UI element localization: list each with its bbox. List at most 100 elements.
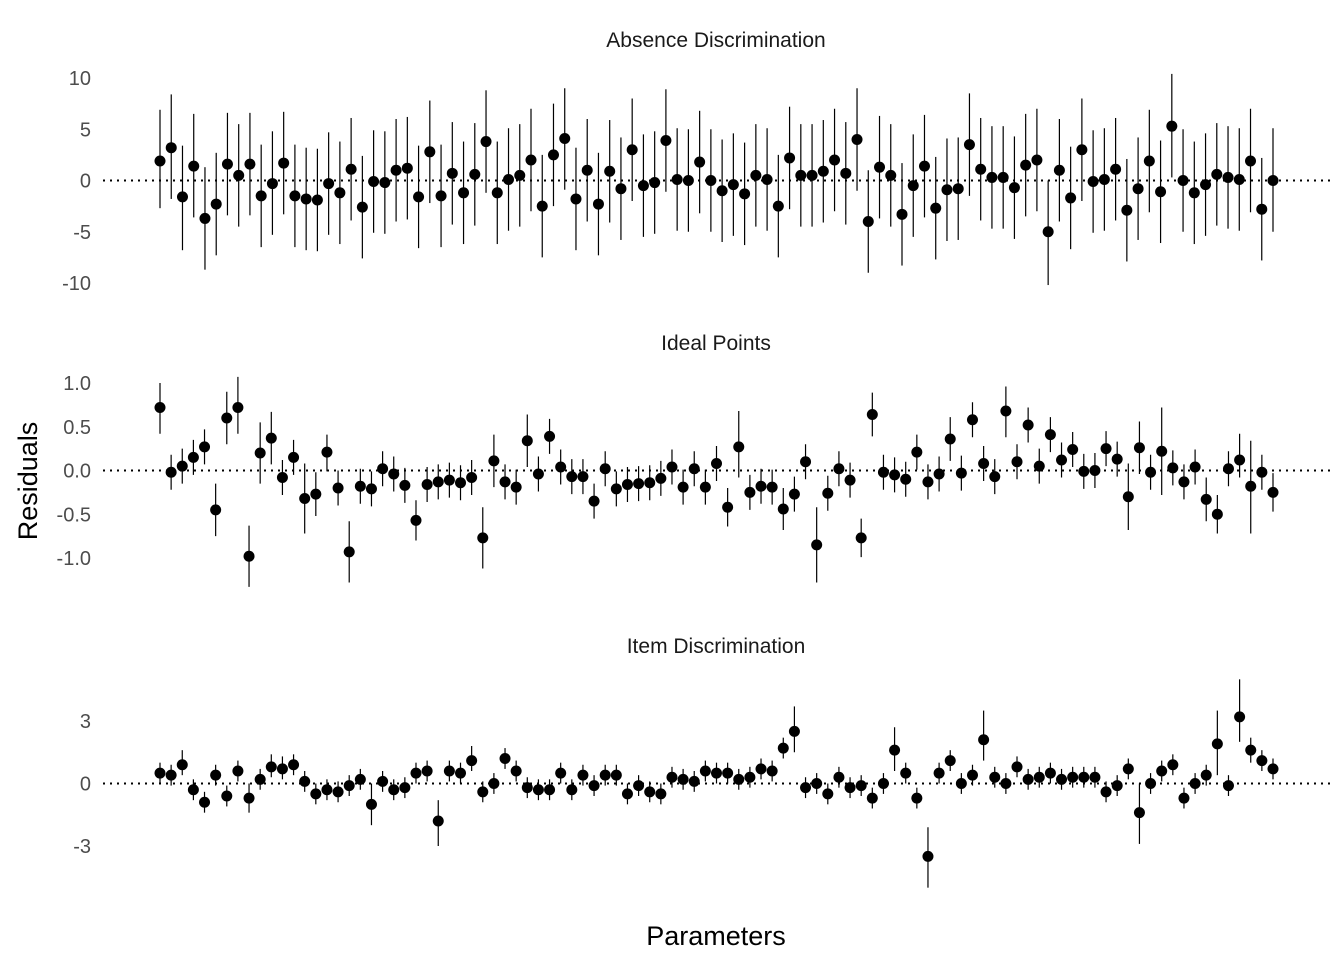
data-point — [1078, 771, 1090, 783]
data-point — [499, 476, 511, 488]
data-point — [399, 782, 411, 794]
data-point — [844, 782, 856, 794]
data-point — [243, 550, 255, 562]
data-point — [866, 792, 878, 804]
data-point — [966, 414, 978, 426]
data-point — [930, 202, 942, 214]
data-point — [1211, 168, 1223, 180]
data-point — [154, 767, 166, 779]
data-point — [682, 175, 694, 186]
data-point — [1067, 444, 1079, 455]
data-point — [276, 763, 288, 775]
data-point — [1089, 465, 1101, 476]
data-point — [555, 461, 567, 473]
data-point — [644, 477, 656, 489]
data-point — [1000, 778, 1012, 789]
data-point — [1011, 761, 1023, 773]
data-point — [1234, 711, 1246, 723]
data-point — [345, 163, 357, 175]
data-point — [722, 501, 734, 513]
data-point — [907, 180, 919, 192]
data-point — [1256, 466, 1268, 478]
data-point — [232, 402, 244, 413]
data-point — [1256, 755, 1268, 767]
data-point — [733, 441, 745, 453]
data-point — [1022, 419, 1034, 431]
data-point — [1167, 759, 1179, 771]
y-axis-title: Residuals — [13, 422, 43, 541]
data-point — [1044, 767, 1056, 779]
data-point — [621, 788, 633, 800]
data-point — [232, 765, 244, 777]
data-point — [199, 441, 211, 453]
data-point — [588, 495, 600, 507]
data-point — [739, 188, 751, 200]
data-point — [1245, 480, 1257, 492]
y-tick-label: 0.5 — [63, 417, 91, 439]
data-point — [1156, 445, 1168, 457]
data-point — [421, 765, 433, 777]
data-point — [699, 481, 711, 493]
data-point — [671, 173, 683, 185]
data-point — [727, 179, 739, 191]
data-point — [766, 481, 778, 493]
data-point — [777, 742, 789, 754]
data-point — [918, 160, 930, 172]
y-tick-label: -3 — [73, 836, 91, 858]
data-point — [844, 474, 856, 486]
data-point — [677, 481, 689, 493]
data-point — [343, 546, 355, 558]
data-point — [154, 155, 166, 167]
data-point — [963, 139, 975, 151]
data-point — [187, 451, 199, 463]
data-point — [677, 773, 689, 785]
panel-title: Absence Discrimination — [606, 29, 825, 52]
data-point — [443, 474, 455, 486]
data-point — [480, 136, 492, 148]
data-point — [851, 134, 863, 145]
data-point — [955, 778, 967, 789]
data-point — [1267, 763, 1279, 775]
data-point — [1033, 771, 1045, 783]
data-point — [188, 160, 200, 172]
data-point — [199, 796, 211, 808]
data-point — [744, 486, 756, 498]
y-tick-label: -1.0 — [57, 548, 91, 570]
data-point — [733, 773, 745, 785]
data-point — [811, 539, 823, 551]
data-point — [559, 132, 571, 144]
data-point — [1056, 773, 1068, 785]
data-point — [874, 161, 886, 173]
data-point — [588, 780, 600, 792]
data-point — [503, 173, 515, 185]
data-point — [1100, 786, 1112, 798]
y-tick-label: 1.0 — [63, 373, 91, 395]
data-point — [410, 514, 422, 526]
data-point — [788, 488, 800, 500]
data-point — [399, 479, 411, 491]
data-point — [1087, 176, 1099, 188]
data-point — [922, 476, 934, 488]
data-point — [321, 446, 333, 458]
panel-title: Ideal Points — [661, 332, 771, 355]
data-point — [944, 433, 956, 445]
data-point — [210, 198, 222, 210]
data-point — [477, 786, 489, 798]
y-tick-label: -5 — [73, 222, 91, 244]
data-point — [655, 788, 667, 800]
data-point — [311, 194, 323, 206]
data-point — [266, 178, 278, 190]
data-point — [1122, 491, 1134, 503]
data-point — [952, 183, 964, 195]
data-point — [666, 771, 678, 783]
data-point — [1222, 463, 1234, 475]
data-point — [510, 765, 522, 777]
data-point — [705, 175, 717, 186]
data-point — [666, 461, 678, 473]
data-point — [900, 767, 912, 779]
y-tick-label: -0.5 — [57, 504, 91, 526]
data-point — [900, 473, 912, 485]
data-point — [221, 412, 233, 424]
data-point — [986, 171, 998, 183]
data-point — [955, 467, 967, 479]
